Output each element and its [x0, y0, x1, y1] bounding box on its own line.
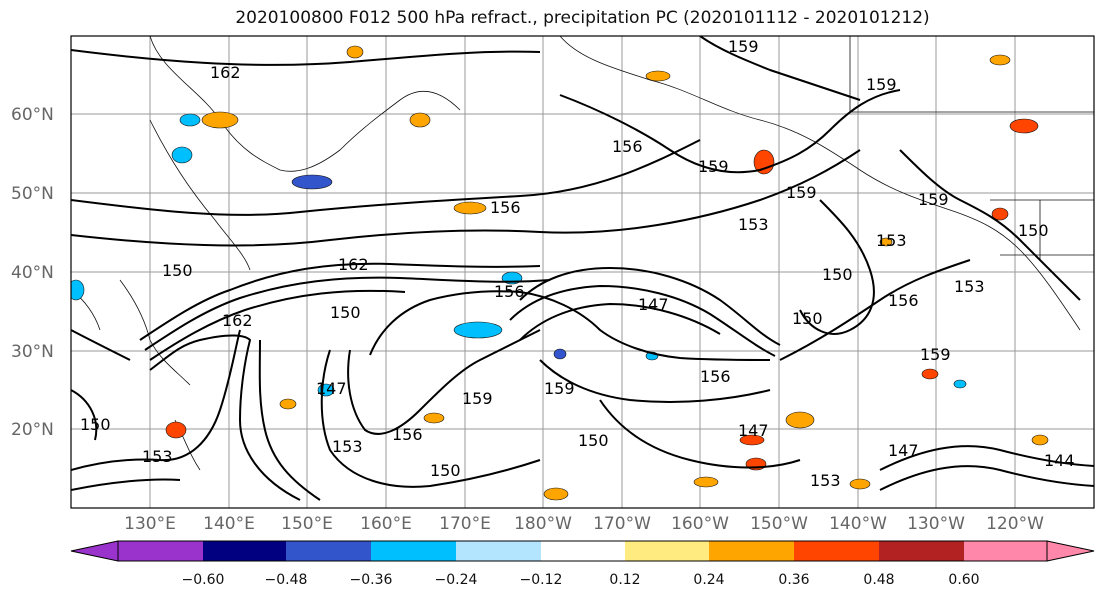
- contour-label: 162: [210, 63, 241, 82]
- contour-labels: 162 159 159 156 159 156 153 159 159 150 …: [80, 37, 1075, 490]
- contour-label: 150: [80, 415, 111, 434]
- colorbar-segment: [709, 541, 794, 561]
- contour-label: 153: [810, 471, 841, 490]
- colorbar-tick: 0.48: [863, 572, 895, 588]
- contour-label: 150: [330, 303, 361, 322]
- colorbar-segment: [203, 541, 286, 561]
- colorbar-segment: [118, 541, 203, 561]
- lon-label-140w: 140°W: [829, 514, 887, 534]
- lon-label-150w: 150°W: [750, 514, 808, 534]
- contour-label: 153: [332, 437, 363, 456]
- colorbar-segment: [371, 541, 456, 561]
- contour-label: 144: [1044, 451, 1075, 470]
- contour-label: 150: [822, 265, 853, 284]
- lon-label-130w: 130°W: [907, 514, 965, 534]
- colorbar-segment: [456, 541, 541, 561]
- lon-label-150e: 150°E: [281, 514, 333, 534]
- colorbar-tick: 0.36: [778, 572, 810, 588]
- colorbar-tick: −0.24: [434, 572, 478, 588]
- contour-label: 147: [738, 421, 769, 440]
- lon-label-140e: 140°E: [203, 514, 255, 534]
- contour-label: 159: [918, 190, 949, 209]
- gridlines: [71, 36, 1094, 508]
- colorbar-tick: −0.12: [519, 572, 563, 588]
- contour-label: 150: [162, 261, 193, 280]
- contour-label: 156: [494, 282, 525, 301]
- lon-label-180w: 180°W: [514, 514, 572, 534]
- refractivity-contours: [71, 36, 1094, 501]
- contour-label: 147: [888, 441, 919, 460]
- lon-label-120w: 120°W: [986, 514, 1044, 534]
- lat-label-30n: 30°N: [11, 342, 54, 362]
- contour-label: 153: [954, 277, 985, 296]
- lat-label-40n: 40°N: [11, 263, 54, 283]
- lon-label-170w: 170°W: [593, 514, 651, 534]
- lat-label-50n: 50°N: [11, 184, 54, 204]
- contour-label: 159: [462, 389, 493, 408]
- colorbar-tick: 0.12: [609, 572, 641, 588]
- contour-label: 147: [316, 379, 347, 398]
- lon-label-130e: 130°E: [124, 514, 176, 534]
- contour-label: 162: [338, 255, 369, 274]
- colorbar-segment: [541, 541, 625, 561]
- colorbar-tick: −0.48: [264, 572, 308, 588]
- contour-label: 162: [222, 311, 253, 330]
- colorbar-tick: −0.60: [181, 572, 225, 588]
- precip-shading: [71, 45, 1049, 501]
- lat-label-20n: 20°N: [11, 420, 54, 440]
- contour-label: 153: [876, 231, 907, 250]
- contour-label: 150: [1018, 221, 1049, 240]
- contour-label: 156: [612, 137, 643, 156]
- contour-label: 147: [638, 295, 669, 314]
- contour-label: 156: [392, 425, 423, 444]
- contour-label: 159: [544, 379, 575, 398]
- colorbar-segment: [964, 541, 1047, 561]
- map-title: 2020100800 F012 500 hPa refract., precip…: [235, 8, 930, 28]
- contour-label: 156: [700, 367, 731, 386]
- contour-label: 156: [490, 198, 521, 217]
- contour-label: 150: [578, 431, 609, 450]
- contour-label: 153: [142, 447, 173, 466]
- lon-label-160w: 160°W: [671, 514, 729, 534]
- contour-label: 150: [792, 309, 823, 328]
- colorbar-segment: [625, 541, 709, 561]
- colorbar-max-extend: [1046, 540, 1095, 562]
- colorbar-segment: [794, 541, 879, 561]
- colorbar-min-extend: [70, 540, 119, 562]
- contour-label: 159: [786, 183, 817, 202]
- colorbar-tick: 0.24: [693, 572, 725, 588]
- colorbar: [70, 540, 1095, 562]
- contour-label: 153: [738, 215, 769, 234]
- contour-label: 156: [888, 291, 919, 310]
- contour-label: 159: [920, 345, 951, 364]
- contour-label: 150: [430, 461, 461, 480]
- colorbar-tick: −0.36: [349, 572, 393, 588]
- contour-label: 159: [866, 75, 897, 94]
- contour-label: 159: [698, 157, 729, 176]
- colorbar-segment: [879, 541, 964, 561]
- colorbar-segment: [286, 541, 371, 561]
- colorbar-tick: 0.60: [948, 572, 980, 588]
- lon-label-160e: 160°E: [360, 514, 412, 534]
- lon-label-170e: 170°E: [439, 514, 491, 534]
- contour-label: 159: [728, 37, 759, 56]
- lat-label-60n: 60°N: [11, 105, 54, 125]
